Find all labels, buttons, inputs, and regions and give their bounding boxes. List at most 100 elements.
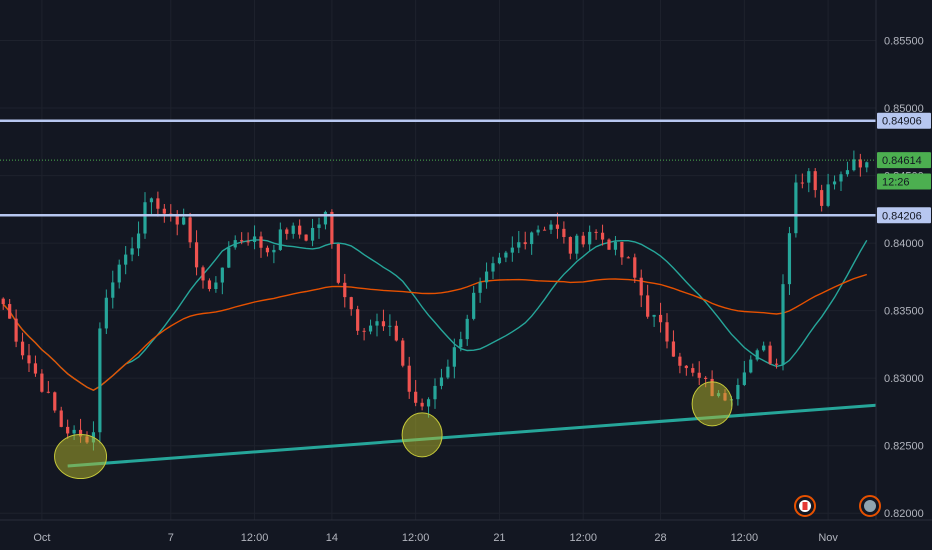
candle — [117, 259, 121, 289]
candle — [697, 361, 701, 386]
price-badge-bg — [877, 207, 931, 224]
time-tick-label: 12:00 — [402, 532, 430, 544]
candle — [304, 234, 308, 242]
candle — [839, 171, 843, 191]
candle-body — [433, 385, 437, 400]
candle-body — [562, 228, 566, 238]
candle-body — [304, 234, 308, 241]
candle — [220, 267, 224, 295]
candle — [607, 238, 611, 250]
moving-average-layer — [2, 239, 868, 391]
candle — [349, 296, 353, 316]
candle-body — [66, 426, 70, 434]
candle — [633, 253, 637, 283]
candle-body — [317, 224, 321, 228]
candle — [491, 256, 495, 279]
candle — [156, 191, 160, 217]
candle — [794, 174, 798, 238]
candle — [14, 309, 18, 348]
candle-body — [8, 304, 12, 319]
candle — [66, 419, 70, 439]
time-tick-label: 12:00 — [241, 532, 269, 544]
candle-body — [858, 159, 862, 168]
candle — [227, 241, 231, 269]
candle-body — [265, 247, 270, 253]
support-trendline[interactable] — [67, 403, 877, 468]
candle — [626, 256, 630, 259]
time-axis[interactable]: Oct 7 12:00 14 12:00 21 12:00 28 12:00 Nov — [33, 532, 838, 544]
candle-body — [794, 182, 798, 234]
candle — [620, 241, 624, 265]
candle-body — [240, 240, 244, 242]
highlight-circle[interactable] — [401, 412, 443, 458]
candle — [600, 224, 605, 246]
candle-body — [523, 242, 527, 245]
support-trendline-segment[interactable] — [67, 403, 877, 468]
candle — [517, 230, 521, 254]
candle — [581, 231, 585, 248]
candle-body — [820, 190, 824, 206]
highlight-circle[interactable] — [54, 434, 108, 480]
candle-body — [736, 384, 740, 400]
candle-body — [59, 410, 63, 427]
candle-body — [162, 208, 166, 214]
highlight-circle[interactable] — [691, 381, 733, 427]
candle — [465, 314, 469, 346]
candle-body — [800, 182, 804, 184]
candle — [104, 289, 108, 335]
candle-body — [188, 217, 192, 243]
candle — [691, 363, 695, 377]
candle-body — [330, 211, 334, 245]
candle-body — [78, 429, 83, 437]
candle-body — [285, 229, 289, 234]
candle — [265, 245, 270, 257]
candle — [646, 284, 650, 319]
price-tick-label: 0.82500 — [884, 441, 924, 453]
news-icon[interactable] — [859, 495, 881, 517]
horizontal-level-lines[interactable] — [0, 119, 876, 217]
candle-body — [130, 248, 134, 255]
candle-body — [349, 297, 353, 310]
price-tick-label: 0.82000 — [884, 508, 924, 520]
candle — [375, 313, 379, 337]
candle — [362, 327, 366, 341]
candle — [136, 221, 141, 257]
canada-flag-icon[interactable] — [794, 495, 816, 517]
candle — [214, 276, 218, 293]
candle-body — [781, 284, 785, 365]
candle — [233, 235, 237, 250]
candle-body — [832, 181, 837, 185]
event-markers[interactable] — [794, 495, 881, 517]
candle-body — [774, 363, 779, 365]
candle — [826, 173, 830, 208]
candle — [832, 175, 837, 190]
candle-body — [356, 309, 360, 331]
candle-body — [98, 328, 102, 433]
price-axis[interactable]: 0.855000.850000.845000.840000.835000.830… — [884, 36, 924, 521]
candle — [472, 285, 476, 321]
candle — [111, 270, 115, 309]
highlight-circles[interactable] — [54, 381, 733, 480]
candle — [388, 314, 392, 337]
candle — [652, 314, 656, 327]
candle — [510, 236, 514, 262]
candle-body — [787, 233, 792, 285]
candle-body — [697, 372, 701, 378]
candle-body — [459, 339, 463, 348]
candle — [568, 236, 572, 260]
price-badge-bg — [877, 173, 931, 190]
candle — [401, 337, 405, 368]
candle-body — [175, 215, 179, 225]
price-tick-label: 0.85000 — [884, 103, 924, 115]
candle-body — [742, 372, 746, 385]
candle-body — [839, 174, 843, 182]
candle-body — [452, 347, 456, 367]
candle-body — [323, 211, 328, 225]
candle — [504, 250, 508, 263]
candle — [207, 278, 212, 292]
candle — [536, 225, 540, 236]
candle-body — [336, 244, 340, 283]
candle-body — [510, 247, 514, 253]
candle-body — [536, 229, 540, 233]
